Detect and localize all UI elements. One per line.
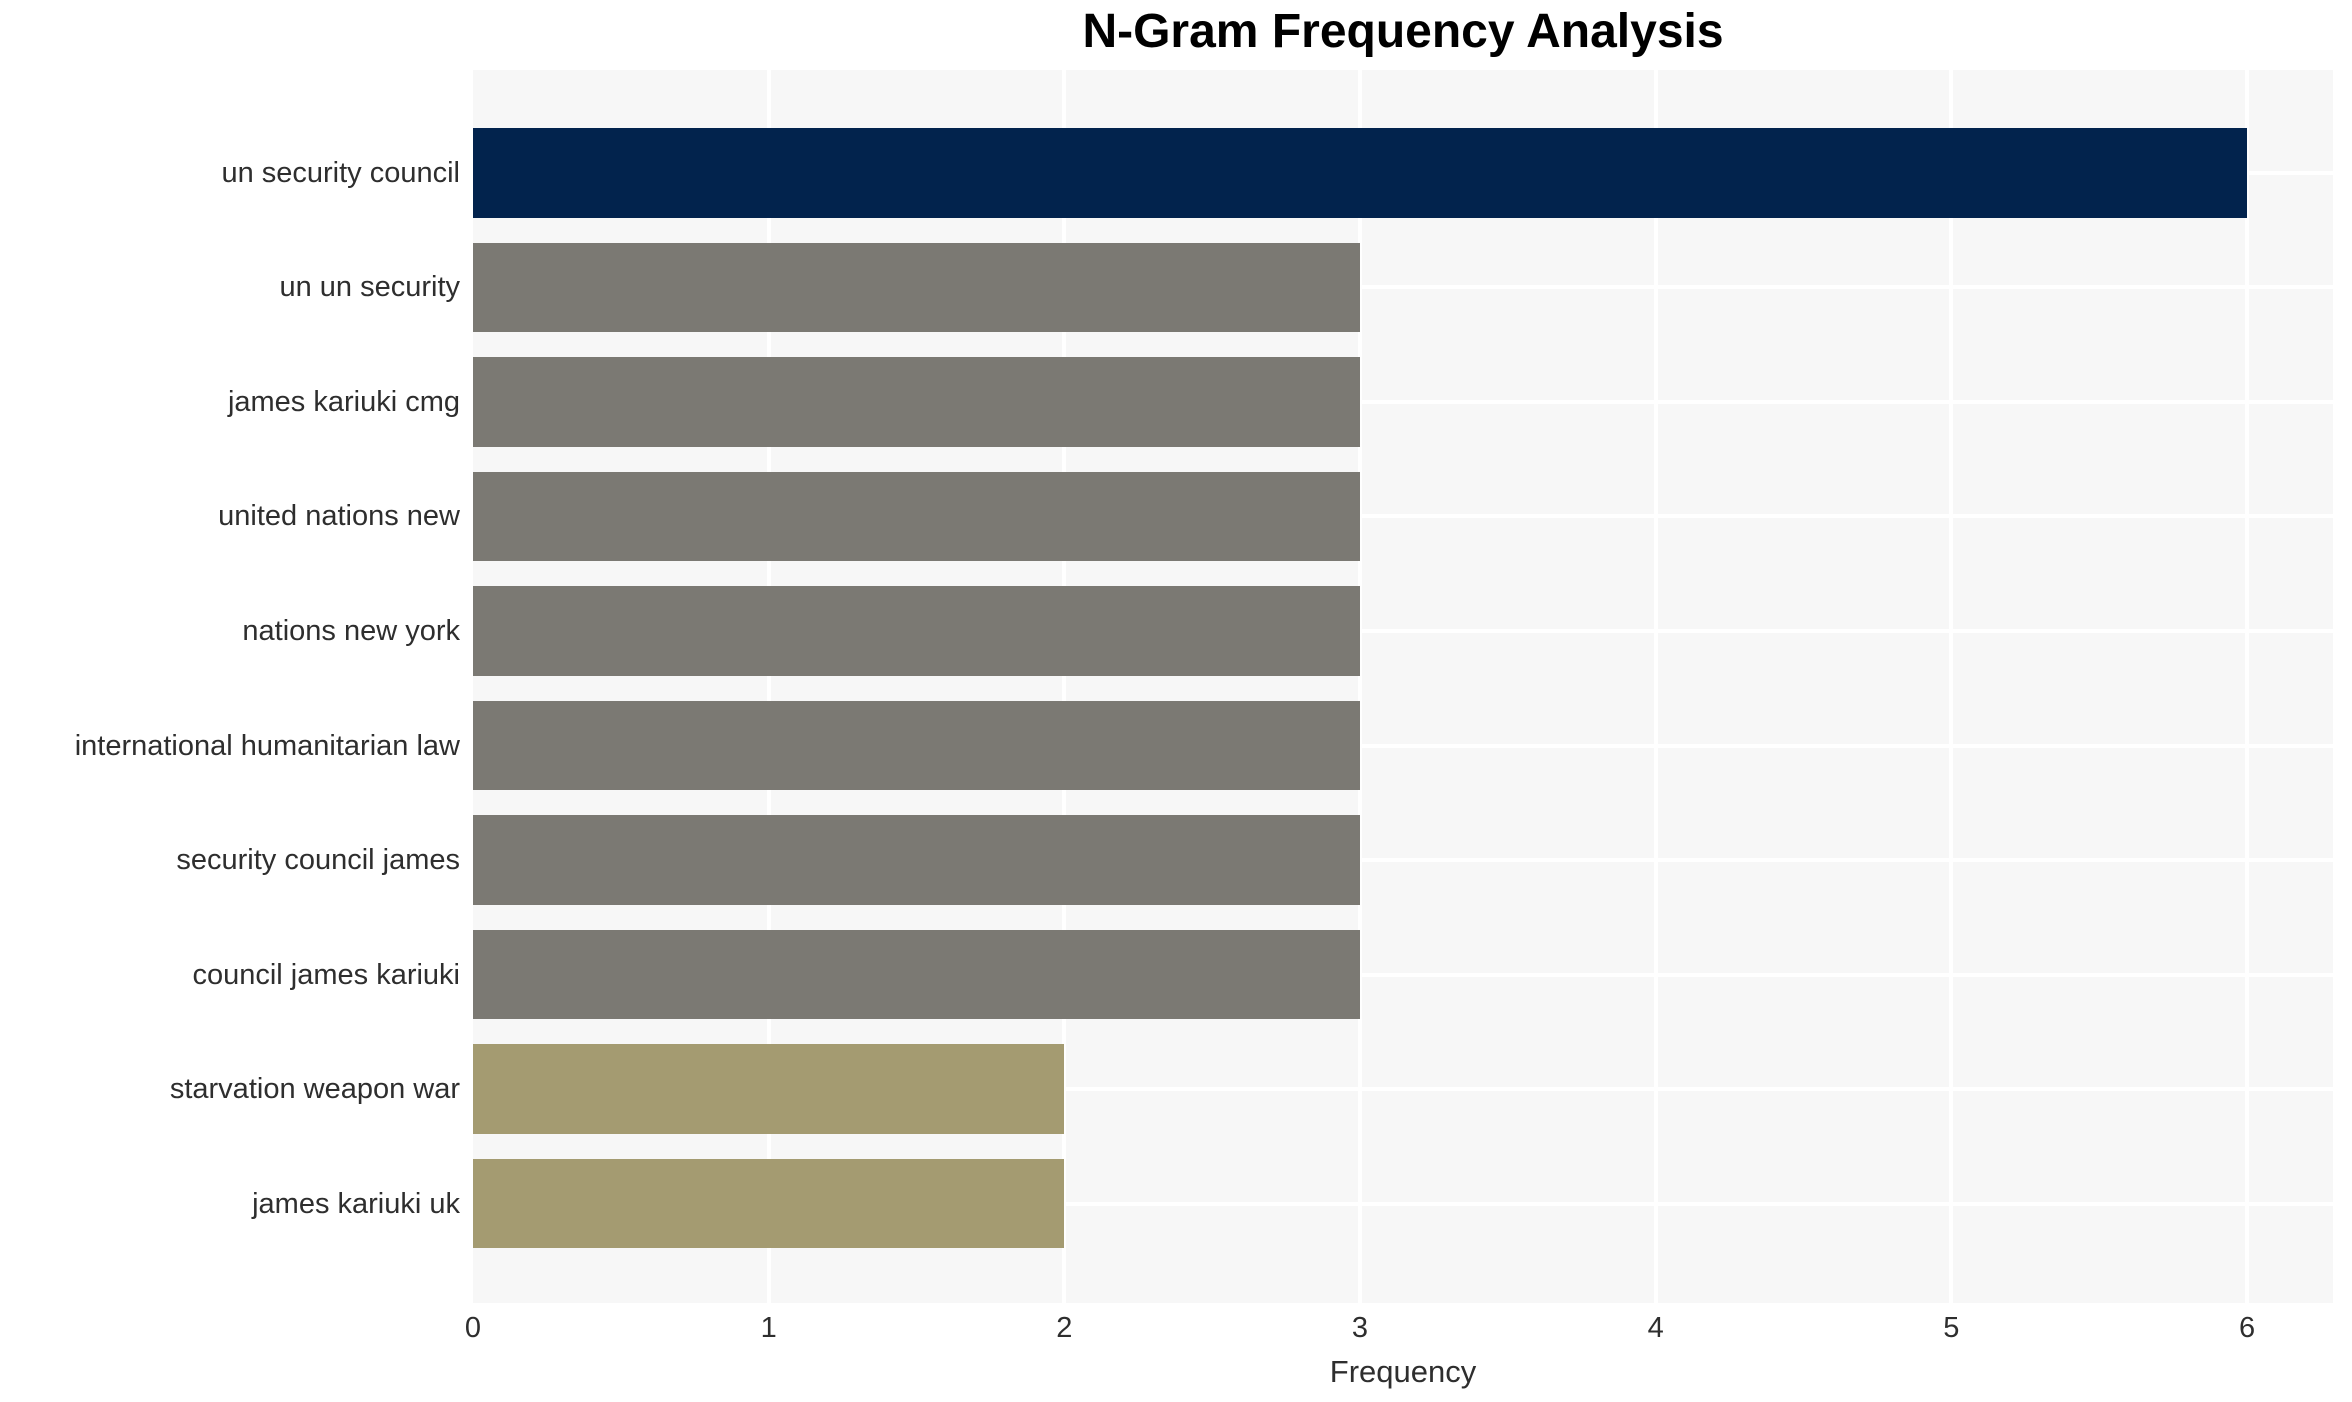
- y-gridline: [473, 399, 2333, 404]
- bar-un-un-security: [473, 242, 1360, 333]
- bar-international-humanitarian-law: [473, 700, 1360, 791]
- y-tick-label: james kariuki cmg: [227, 385, 460, 418]
- bar-security-council-james: [473, 815, 1360, 905]
- bar-james-kariuki-cmg: [473, 357, 1360, 447]
- y-tick-label: united nations new: [218, 500, 460, 533]
- bar-james-kariuki-uk: [473, 1158, 1065, 1249]
- x-gridline: [1653, 70, 1658, 1303]
- x-gridline: [1358, 70, 1362, 1303]
- bar-council-james-kariuki: [473, 929, 1360, 1020]
- x-tick-label: 2: [1056, 1312, 1073, 1344]
- y-tick-label: nations new york: [242, 614, 460, 647]
- y-tick-label: security council james: [176, 844, 460, 877]
- x-tick-label: 1: [760, 1312, 777, 1344]
- x-tick-label: 3: [1351, 1312, 1369, 1344]
- y-gridline: [473, 285, 2333, 290]
- chart-title: N-Gram Frequency Analysis: [1082, 5, 1724, 58]
- x-gridline: [766, 70, 771, 1303]
- y-gridline: [473, 514, 2333, 519]
- x-axis-title: Frequency: [1329, 1354, 1477, 1389]
- bar-united-nations-new: [473, 471, 1360, 562]
- x-tick-label: 6: [2238, 1312, 2256, 1344]
- x-gridline: [1062, 70, 1067, 1303]
- x-tick-label: 5: [1943, 1312, 1960, 1344]
- x-tick-label: 0: [464, 1312, 482, 1344]
- y-gridline: [473, 1087, 2333, 1092]
- y-tick-label: un security council: [221, 156, 460, 189]
- y-gridline: [473, 858, 2333, 863]
- y-tick-label: un un security: [279, 271, 460, 304]
- y-gridline: [473, 1201, 2333, 1206]
- plot-area: [473, 70, 2333, 1303]
- y-tick-label: james kariuki uk: [252, 1187, 460, 1220]
- y-tick-label: international humanitarian law: [74, 729, 460, 762]
- y-gridline: [473, 628, 2333, 633]
- y-gridline: [473, 743, 2333, 748]
- y-tick-label: council james kariuki: [192, 958, 460, 991]
- bar-starvation-weapon-war: [473, 1044, 1065, 1134]
- y-gridline: [473, 972, 2333, 977]
- bar-un-security-council: [473, 128, 2248, 218]
- x-gridline: [1949, 70, 1954, 1303]
- x-gridline: [2245, 70, 2250, 1303]
- x-tick-label: 4: [1647, 1312, 1664, 1344]
- bar-nations-new-york: [473, 586, 1360, 676]
- y-tick-label: starvation weapon war: [169, 1073, 460, 1106]
